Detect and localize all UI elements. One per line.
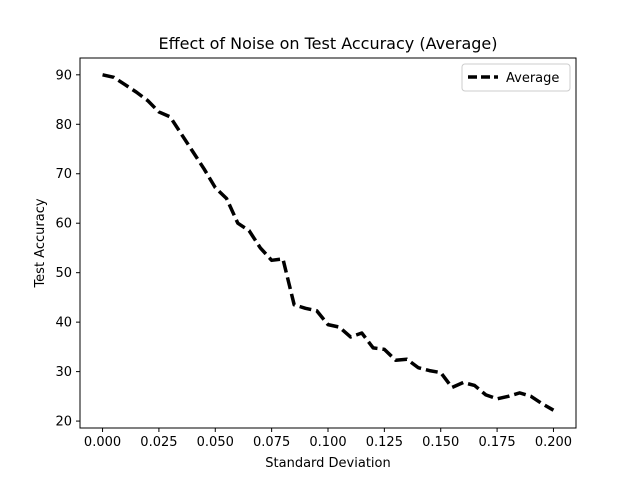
x-tick-label: 0.000 [84,435,121,450]
y-tick-label: 50 [55,266,72,281]
y-axis-ticks: 20 30 40 50 60 70 80 90 [55,68,80,430]
x-tick-label: 0.200 [535,435,572,450]
x-tick-label: 0.075 [253,435,290,450]
y-axis-label: Test Accuracy [33,198,48,288]
legend-box [461,63,571,92]
y-tick-label: 20 [55,415,72,430]
x-tick-label: 0.175 [478,435,515,450]
x-axis-label: Standard Deviation [265,456,390,471]
chart-title: Effect of Noise on Test Accuracy (Averag… [158,34,497,53]
x-tick-label: 0.125 [366,435,403,450]
series-layer [102,73,555,412]
x-axis-ticks: 0.000 0.025 0.050 0.075 0.100 0.125 0.150 0.175… [84,428,572,450]
y-tick-label: 70 [55,167,72,182]
y-tick-label: 80 [55,118,72,133]
y-tick-label: 30 [55,365,72,380]
y-tick-label: 90 [55,68,72,83]
y-tick-label: 40 [55,316,72,331]
plot-frame [79,57,577,429]
x-tick-label: 0.150 [422,435,459,450]
x-tick-label: 0.050 [197,435,234,450]
x-tick-label: 0.025 [140,435,177,450]
legend: Average [461,63,571,92]
x-tick-label: 0.100 [309,435,346,450]
legend-label-average: Average [506,71,559,86]
y-tick-label: 60 [55,217,72,232]
plot-area: 0.000 0.025 0.050 0.075 0.100 0.125 0.150 0.175… [55,57,577,450]
series-line-average [102,73,555,412]
